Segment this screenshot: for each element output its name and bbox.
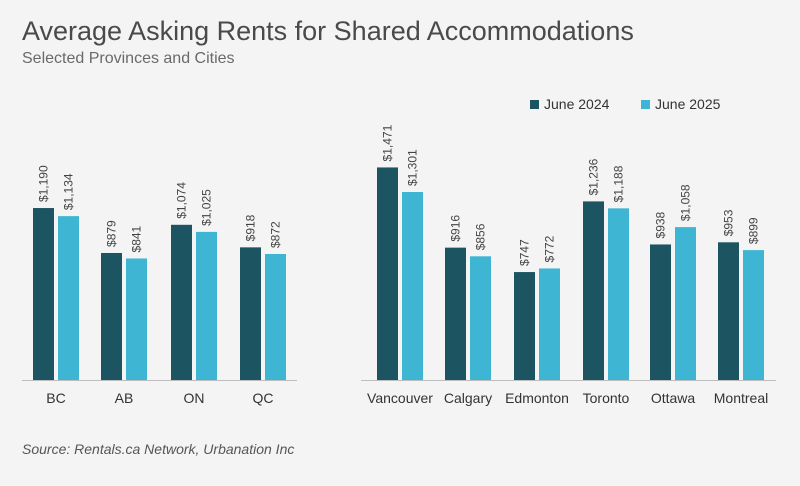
bar-vancouver-2024 <box>377 167 398 380</box>
bar-toronto-2024 <box>583 201 604 380</box>
bar-vancouver-2025 <box>402 192 423 380</box>
data-label-ab-2024: $879 <box>105 220 119 247</box>
x-tick-label-toronto: Toronto <box>583 390 630 406</box>
bar-calgary-2025 <box>470 256 491 380</box>
legend-label-1: June 2024 <box>544 96 610 112</box>
data-label-toronto-2025: $1,188 <box>612 165 626 202</box>
data-label-qc-2025: $872 <box>269 221 283 248</box>
bar-bc-2025 <box>58 216 79 380</box>
bar-qc-2024 <box>240 247 261 380</box>
bar-ab-2025 <box>126 258 147 380</box>
x-tick-label-calgary: Calgary <box>444 390 492 406</box>
data-label-qc-2024: $918 <box>244 214 258 241</box>
x-tick-label-ottawa: Ottawa <box>651 390 696 406</box>
data-label-montreal-2025: $899 <box>747 217 761 244</box>
data-label-on-2025: $1,025 <box>200 189 214 226</box>
legend-swatch-1 <box>530 100 539 109</box>
data-label-bc-2025: $1,134 <box>62 173 76 210</box>
data-label-ab-2025: $841 <box>130 225 144 252</box>
data-label-edmonton-2024: $747 <box>518 239 532 266</box>
bar-bc-2024 <box>33 208 54 380</box>
data-label-edmonton-2025: $772 <box>543 235 557 262</box>
x-tick-label-qc: QC <box>253 390 274 406</box>
data-label-on-2024: $1,074 <box>175 182 189 219</box>
data-label-ottawa-2024: $938 <box>654 211 668 238</box>
chart-subtitle: Selected Provinces and Cities <box>22 50 235 67</box>
x-tick-label-ab: AB <box>115 390 134 406</box>
bar-calgary-2024 <box>445 247 466 380</box>
bar-toronto-2025 <box>608 208 629 380</box>
data-label-ottawa-2025: $1,058 <box>679 184 693 221</box>
x-tick-label-on: ON <box>184 390 205 406</box>
legend-label-2: June 2025 <box>655 96 721 112</box>
data-label-calgary-2025: $856 <box>474 223 488 250</box>
bar-ottawa-2025 <box>675 227 696 380</box>
bar-edmonton-2024 <box>514 272 535 380</box>
data-label-montreal-2024: $953 <box>722 209 736 236</box>
chart-title: Average Asking Rents for Shared Accommod… <box>22 16 634 46</box>
bar-montreal-2025 <box>743 250 764 380</box>
bar-montreal-2024 <box>718 242 739 380</box>
source-note: Source: Rentals.ca Network, Urbanation I… <box>22 441 295 457</box>
data-label-bc-2024: $1,190 <box>37 165 51 202</box>
bar-qc-2025 <box>265 253 286 380</box>
data-label-vancouver-2024: $1,471 <box>381 124 395 161</box>
data-label-toronto-2024: $1,236 <box>587 158 601 195</box>
x-tick-label-bc: BC <box>46 390 65 406</box>
bar-on-2024 <box>171 224 192 380</box>
x-tick-label-vancouver: Vancouver <box>367 390 433 406</box>
bar-edmonton-2025 <box>539 268 560 380</box>
x-tick-label-montreal: Montreal <box>714 390 768 406</box>
data-label-calgary-2024: $916 <box>449 215 463 242</box>
legend-swatch-2 <box>641 100 650 109</box>
bar-ab-2024 <box>101 252 122 380</box>
bar-ottawa-2024 <box>650 244 671 380</box>
bar-on-2025 <box>196 231 217 380</box>
x-tick-label-edmonton: Edmonton <box>505 390 569 406</box>
data-label-vancouver-2025: $1,301 <box>406 149 420 186</box>
